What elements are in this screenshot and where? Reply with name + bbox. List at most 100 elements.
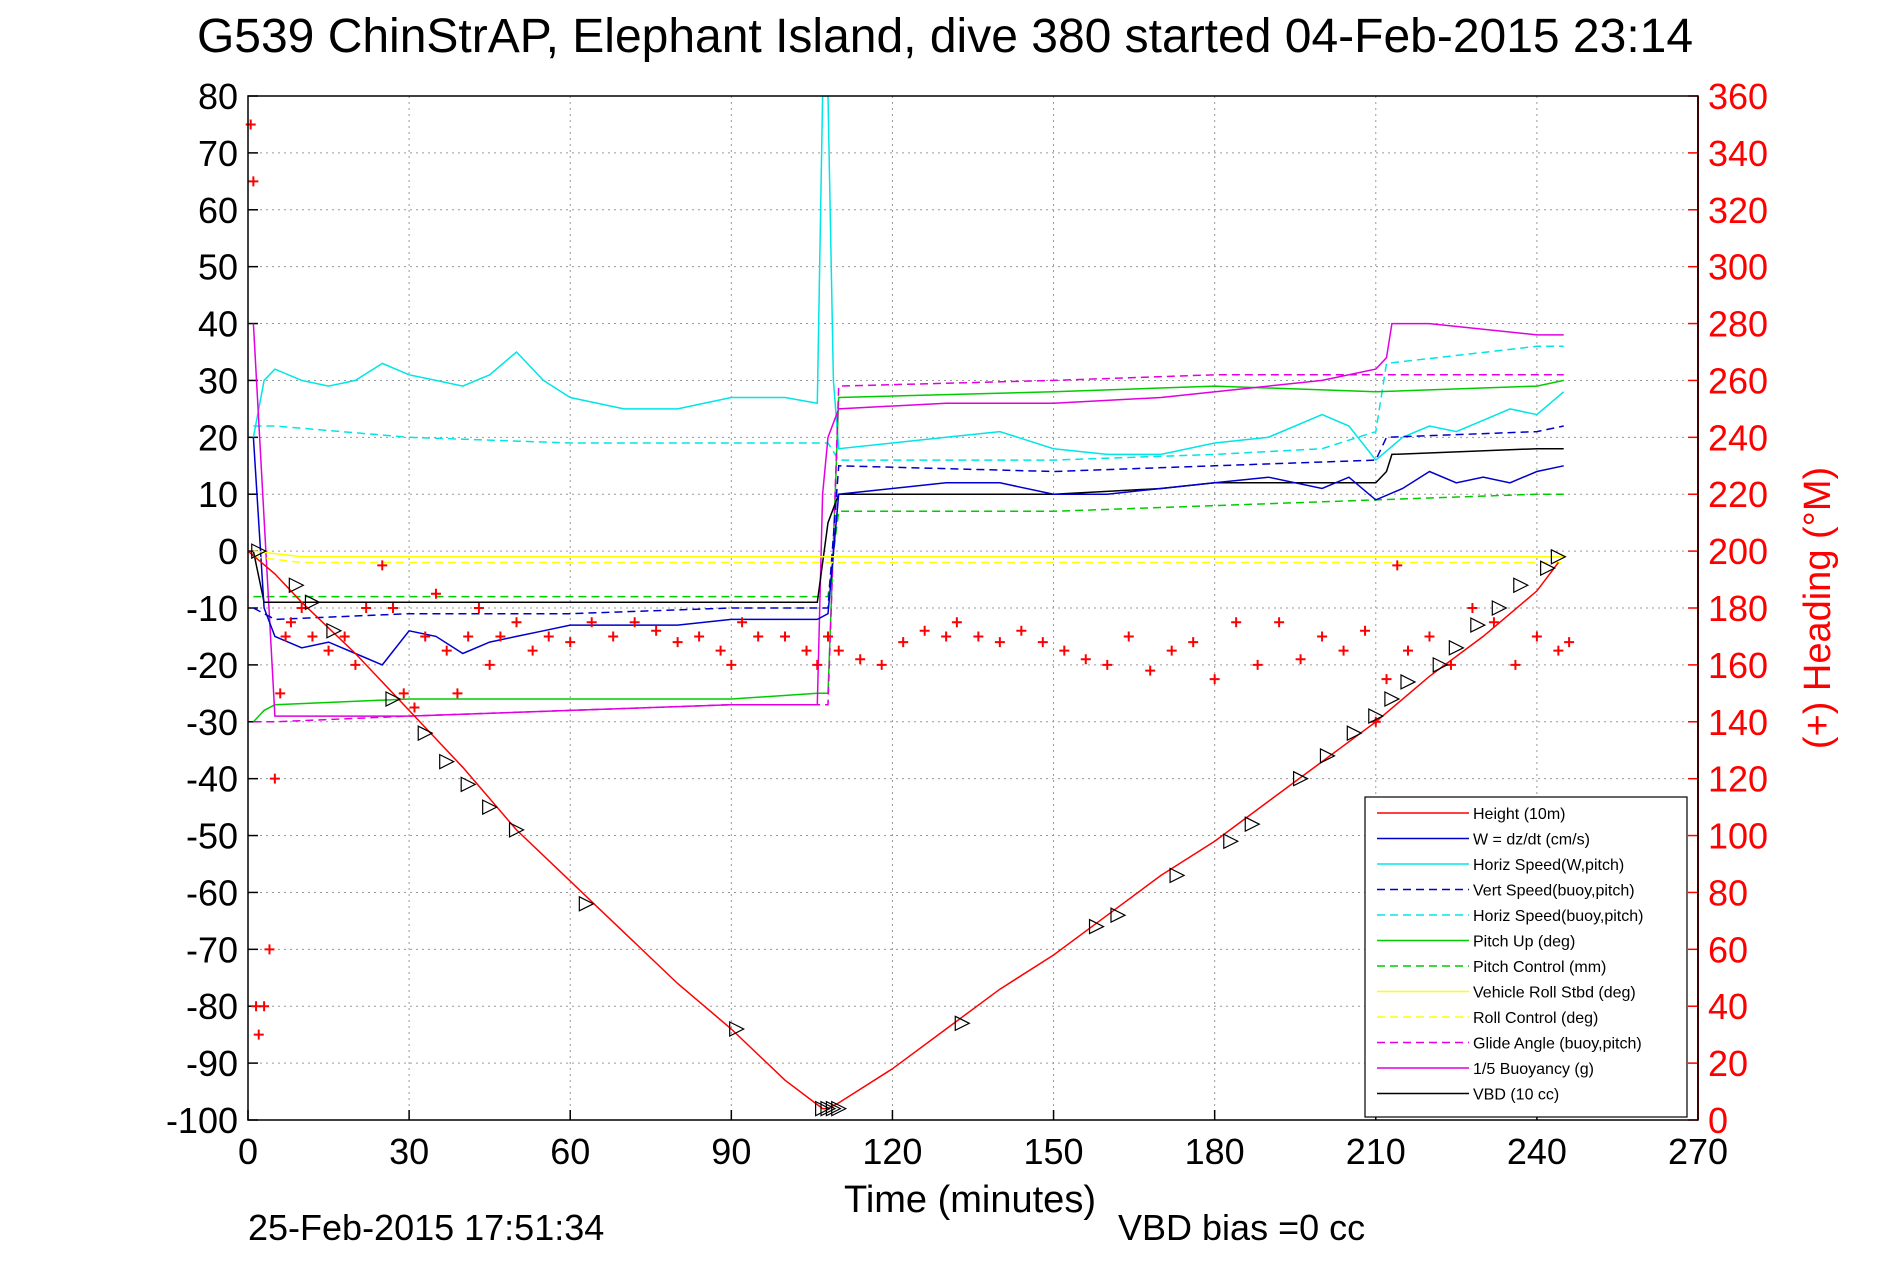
legend-label: Pitch Control (mm) xyxy=(1473,959,1606,976)
y2-tick-label: 180 xyxy=(1708,588,1768,629)
heading-point xyxy=(275,688,286,699)
turn-marker xyxy=(385,691,402,707)
heading-point xyxy=(441,645,452,656)
y-tick-label: -60 xyxy=(186,872,238,913)
heading-point xyxy=(941,631,952,642)
heading-point xyxy=(285,617,296,628)
y-tick-label: 70 xyxy=(198,133,238,174)
heading-point xyxy=(245,119,256,130)
chart-title: G539 ChinStrAP, Elephant Island, dive 38… xyxy=(197,10,1693,63)
x-tick-label: 210 xyxy=(1346,1131,1406,1172)
y-tick-label: -90 xyxy=(186,1043,238,1084)
heading-point xyxy=(1317,631,1328,642)
series-lines xyxy=(248,96,1565,1110)
x-tick-label: 0 xyxy=(238,1131,258,1172)
heading-point xyxy=(1037,637,1048,648)
heading-point xyxy=(994,637,1005,648)
turn-marker xyxy=(460,776,477,793)
heading-point xyxy=(543,631,554,642)
y-tick-label: -40 xyxy=(186,759,238,800)
legend-label: W = dz/dt (cm/s) xyxy=(1473,832,1590,849)
x-tick-label: 90 xyxy=(711,1131,751,1172)
heading-point xyxy=(388,603,398,613)
y2-tick-label: 260 xyxy=(1708,360,1768,401)
heading-point xyxy=(1209,674,1220,685)
turn-marker xyxy=(1292,770,1309,787)
series-1-5-buoyancy-g xyxy=(252,322,1564,717)
turn-marker xyxy=(1491,600,1508,616)
heading-point xyxy=(1145,665,1156,676)
heading-point xyxy=(565,637,576,648)
heading-point xyxy=(919,625,930,636)
turn-marker xyxy=(1470,617,1487,634)
turn-marker xyxy=(508,821,525,838)
turn-marker xyxy=(825,1100,842,1117)
y2-tick-label: 120 xyxy=(1708,759,1768,800)
heading-point xyxy=(1338,645,1349,656)
x-tick-label: 270 xyxy=(1668,1131,1728,1172)
heading-point xyxy=(361,603,372,613)
heading-point xyxy=(1016,625,1027,636)
series-horiz-speed-buoy-pitch xyxy=(253,345,1564,461)
heading-point xyxy=(1467,603,1478,613)
heading-point xyxy=(269,773,280,784)
legend-label: Vehicle Roll Stbd (deg) xyxy=(1473,985,1636,1002)
heading-point xyxy=(801,645,812,656)
heading-point xyxy=(823,631,833,642)
y-tick-label: 50 xyxy=(198,247,238,288)
heading-point xyxy=(586,617,597,628)
heading-point xyxy=(1564,637,1575,648)
footer-timestamp: 25-Feb-2015 17:51:34 xyxy=(248,1207,604,1248)
y-tick-label: -80 xyxy=(186,986,238,1027)
heading-point xyxy=(737,617,748,628)
x-tick-label: 240 xyxy=(1507,1131,1567,1172)
turn-marker xyxy=(288,577,305,594)
heading-point xyxy=(527,645,538,656)
heading-point xyxy=(307,631,318,642)
heading-point xyxy=(1424,631,1435,642)
y-tick-label: -10 xyxy=(186,588,238,629)
y-tick-label: -100 xyxy=(166,1100,238,1141)
heading-point xyxy=(420,631,431,642)
turn-marker xyxy=(831,1100,848,1117)
heading-point xyxy=(753,631,764,642)
heading-point xyxy=(248,176,259,187)
y-tick-label: 0 xyxy=(218,531,238,572)
legend: Height (10m) W = dz/dt (cm/s) Horiz Speed(… xyxy=(1364,796,1688,1118)
heading-point xyxy=(629,617,640,628)
heading-point xyxy=(1059,645,1070,656)
turn-marker xyxy=(251,543,268,560)
y-tick-label: -70 xyxy=(186,929,238,970)
heading-point xyxy=(1274,617,1285,628)
x-axis: 0 30 60 90 120 150 180 210 240 270 xyxy=(238,1110,1728,1172)
y2-tick-label: 80 xyxy=(1708,872,1748,913)
legend-label: Horiz Speed(W,pitch) xyxy=(1473,857,1624,874)
turn-marker xyxy=(304,594,321,611)
heading-point xyxy=(833,645,844,656)
heading-point xyxy=(1166,645,1177,656)
heading-point xyxy=(1553,645,1564,656)
heading-point xyxy=(511,617,522,628)
y2-tick-label: 360 xyxy=(1708,76,1768,117)
heading-point xyxy=(463,631,474,642)
heading-point xyxy=(951,617,962,628)
x-tick-label: 120 xyxy=(862,1131,922,1172)
y-tick-label: -20 xyxy=(186,645,238,686)
turn-marker xyxy=(820,1100,837,1117)
turn-marker xyxy=(1223,833,1240,850)
legend-label: Pitch Up (deg) xyxy=(1473,934,1575,951)
heading-point xyxy=(484,659,495,670)
heading-point xyxy=(264,944,275,955)
x-tick-label: 180 xyxy=(1185,1131,1245,1172)
turn-marker xyxy=(1346,725,1363,742)
turn-marker xyxy=(1244,816,1261,833)
heading-point xyxy=(876,659,887,670)
y2-tick-label: 0 xyxy=(1708,1100,1728,1141)
heading-point xyxy=(1123,631,1134,642)
turn-marker xyxy=(1550,548,1567,565)
y2-tick-label: 220 xyxy=(1708,474,1768,515)
heading-point xyxy=(1295,654,1306,665)
y2-tick-label: 240 xyxy=(1708,417,1768,458)
y2-tick-label: 100 xyxy=(1708,816,1768,857)
